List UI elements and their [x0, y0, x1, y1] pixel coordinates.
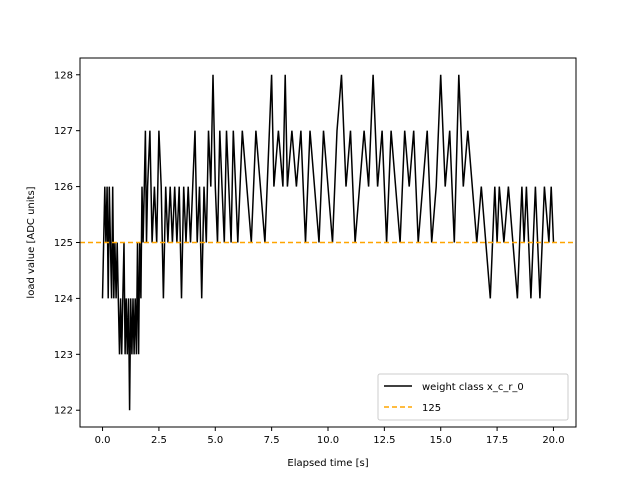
legend: weight class x_c_r_0 125: [377, 373, 569, 421]
y-tick-label: 124: [54, 294, 73, 305]
legend-label-125: 125: [422, 403, 441, 414]
x-tick-label: 7.5: [264, 435, 280, 446]
x-tick-label: 20.0: [542, 435, 564, 446]
x-tick-label: 15.0: [430, 435, 452, 446]
x-tick-label: 10.0: [317, 435, 339, 446]
y-tick-label: 125: [54, 238, 73, 249]
x-tick-label: 12.5: [373, 435, 395, 446]
legend-label-weight-class: weight class x_c_r_0: [422, 382, 524, 393]
x-axis-ticks: 0.0 2.5 5.0 7.5 10.0 12.5 15.0 17.5 20.0: [95, 427, 565, 446]
y-tick-label: 128: [54, 70, 73, 81]
x-tick-label: 0.0: [95, 435, 111, 446]
y-tick-label: 123: [54, 350, 73, 361]
x-tick-label: 2.5: [151, 435, 167, 446]
plot-data: [80, 74, 576, 411]
y-axis-label: load value [ADC units]: [26, 186, 37, 298]
legend-box: [377, 373, 569, 421]
x-tick-label: 5.0: [207, 435, 223, 446]
y-tick-label: 122: [54, 406, 73, 417]
y-tick-label: 126: [54, 182, 73, 193]
y-tick-label: 127: [54, 126, 73, 137]
x-tick-label: 17.5: [486, 435, 508, 446]
x-axis-label: Elapsed time [s]: [287, 458, 368, 469]
series-line-weight-class: [101, 74, 555, 411]
y-axis-ticks: 122 123 124 125 126 127 128: [54, 70, 80, 417]
